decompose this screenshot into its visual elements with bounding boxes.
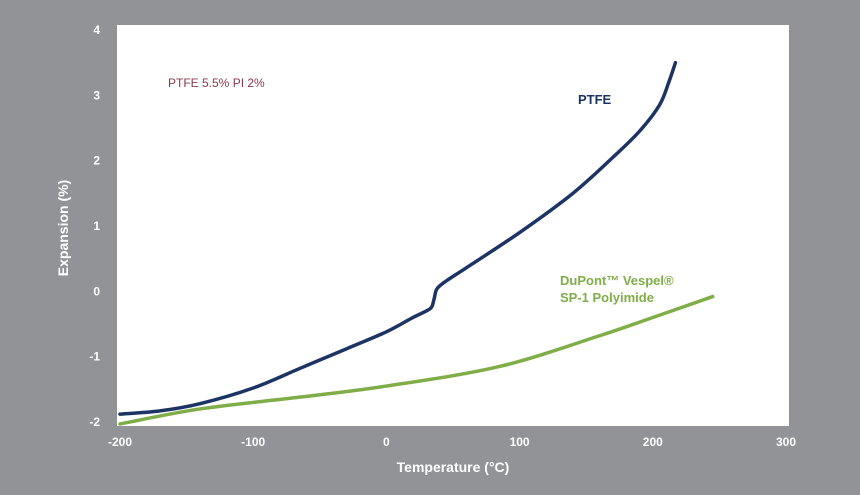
x-tick-label: 0: [383, 435, 390, 449]
series-label: SP-1 Polyimide: [560, 290, 654, 305]
y-tick-label: 1: [93, 219, 100, 233]
x-tick-label: 200: [643, 435, 663, 449]
x-tick-label: -200: [108, 435, 132, 449]
y-tick-label: -2: [89, 415, 100, 429]
series-line-ptfe: [118, 60, 678, 416]
x-tick-label: 300: [776, 435, 796, 449]
series-label: DuPont™ Vespel®: [560, 273, 674, 288]
y-tick-label: 3: [93, 88, 100, 102]
y-tick-label: 4: [93, 23, 100, 37]
x-axis-label: Temperature (°C): [397, 459, 510, 475]
x-tick-label: -100: [241, 435, 265, 449]
y-tick-label: 2: [93, 154, 100, 168]
y-tick-label: -1: [89, 350, 100, 364]
series-label: PTFE: [578, 92, 612, 107]
annotation-label: PTFE 5.5% PI 2%: [168, 76, 265, 90]
y-axis-label: Expansion (%): [55, 180, 71, 276]
y-tick-label: 0: [93, 284, 100, 298]
x-tick-label: 100: [510, 435, 530, 449]
series-line-vespel: [118, 294, 715, 426]
plot-area: [117, 25, 789, 426]
